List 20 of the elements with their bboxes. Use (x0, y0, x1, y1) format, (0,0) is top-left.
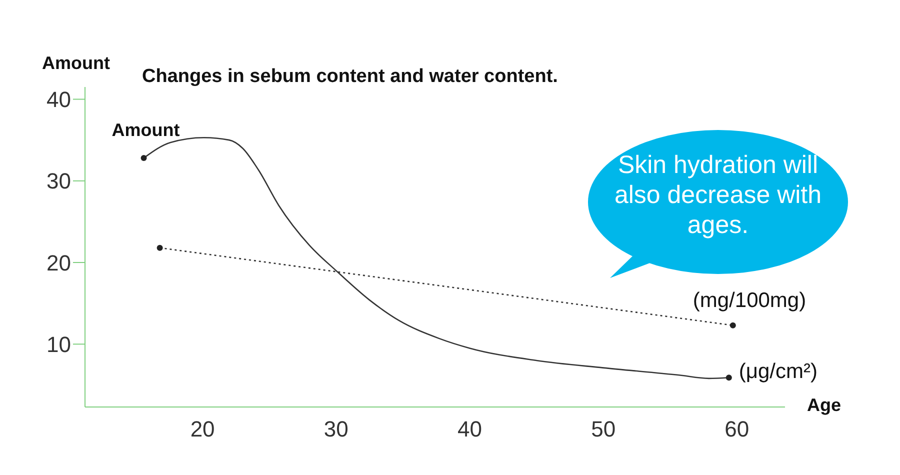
chart-title: Changes in sebum content and water content. (142, 66, 558, 88)
point (726, 374, 732, 381)
point (730, 322, 736, 328)
x-tick-label: 20 (190, 416, 215, 442)
point (156, 244, 163, 251)
annotation: Skin hydration will also decrease with ages. (614, 151, 822, 239)
annotation: (μg/cm²) (738, 360, 818, 383)
x-tick-label: 40 (457, 416, 482, 442)
x-tick-label: 30 (324, 416, 348, 442)
x-tick-label: 60 (724, 416, 750, 442)
y-tick-label: 20 (46, 250, 71, 276)
point (140, 155, 147, 162)
x-axis-title: Age (807, 395, 842, 416)
y-tick-label: 40 (46, 87, 71, 112)
x-tick-label: 50 (591, 416, 616, 442)
annotation: (mg/100mg) (692, 289, 806, 312)
annotation: Amount (112, 120, 180, 140)
y-tick-label: 10 (46, 332, 71, 357)
y-axis-title: Amount (42, 53, 110, 74)
y-tick-label: 30 (46, 168, 71, 194)
